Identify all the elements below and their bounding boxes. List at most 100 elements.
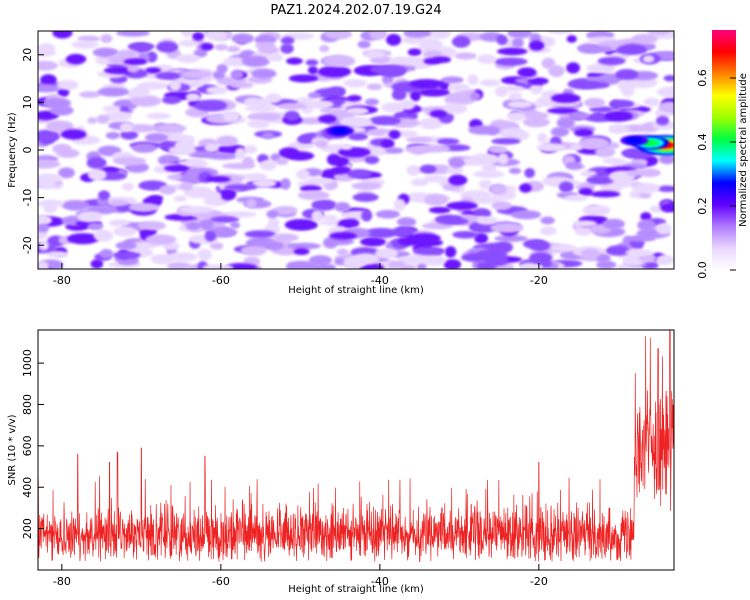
heatmap-cell	[556, 117, 575, 129]
heatmap-cell	[342, 218, 360, 228]
heatmap-cell	[656, 223, 672, 235]
heatmap-cell	[539, 226, 557, 236]
heatmap-cell	[550, 127, 570, 137]
heatmap-cell	[616, 264, 630, 269]
heatmap-cell	[199, 218, 214, 231]
heatmap-cell	[97, 190, 111, 201]
heatmap-cell	[523, 239, 546, 249]
heatmap-cell	[451, 35, 471, 48]
heatmap-cell	[388, 129, 401, 140]
heatmap-cell	[499, 128, 526, 137]
spectrogram-x-ticks: -80 -60 -40 -20	[53, 263, 548, 287]
heatmap-cell	[61, 200, 90, 211]
heatmap-cell	[262, 131, 275, 140]
heatmap-cell	[186, 222, 201, 231]
heatmap-cell	[334, 202, 351, 212]
heatmap-cell	[121, 182, 134, 191]
heatmap-cell	[296, 180, 321, 187]
snr-y-tick-label: 400	[21, 477, 34, 498]
heatmap-cell	[305, 100, 334, 109]
spectrogram-y-tick-label: 0	[21, 147, 34, 154]
heatmap-cell	[340, 117, 373, 128]
heatmap-cell	[397, 255, 427, 265]
heatmap-cell	[347, 94, 362, 102]
heatmap-cell	[639, 191, 652, 199]
heatmap-cell	[247, 119, 270, 129]
heatmap-cell	[364, 50, 386, 59]
heatmap-cell	[299, 185, 323, 192]
heatmap-cell	[222, 111, 241, 122]
heatmap-cell	[477, 54, 497, 64]
heatmap-cell	[407, 48, 422, 56]
heatmap-cell	[284, 218, 318, 231]
heatmap-cell	[132, 86, 150, 98]
heatmap-cell	[507, 31, 533, 39]
heatmap-cell	[38, 241, 49, 251]
heatmap-cell	[244, 104, 277, 112]
heatmap-cell	[470, 153, 500, 166]
heatmap-cell	[639, 168, 661, 177]
heatmap-cell	[478, 179, 493, 190]
heatmap-cell	[244, 230, 276, 239]
spectrogram-x-tick-label: -20	[530, 274, 548, 287]
heatmap-cell	[243, 144, 258, 154]
spectrogram-y-tick-label: 10	[21, 95, 34, 109]
heatmap-cell	[582, 204, 611, 216]
heatmap-cell	[331, 166, 351, 175]
heatmap-cell	[39, 133, 55, 145]
heatmap-cell	[127, 42, 155, 51]
heatmap-cell	[586, 63, 616, 74]
heatmap-cell	[113, 156, 147, 166]
heatmap-cell	[161, 95, 182, 105]
heatmap-cell	[494, 86, 508, 97]
heatmap-cell	[475, 216, 498, 225]
heatmap-cell	[49, 105, 74, 116]
heatmap-cell	[343, 79, 367, 88]
heatmap-cell	[287, 242, 322, 250]
heatmap-cell	[52, 31, 73, 39]
heatmap-cell	[528, 40, 545, 51]
heatmap-cell	[347, 168, 372, 179]
spectrogram-y-label: Frequency (Hz)	[7, 112, 18, 188]
snr-y-tick-label: 800	[21, 394, 34, 415]
heatmap-cell	[637, 219, 656, 232]
heatmap-cell	[421, 255, 446, 266]
heatmap-cell	[216, 135, 239, 147]
heatmap-cell	[97, 87, 130, 97]
heatmap-cell	[410, 178, 429, 187]
heatmap-cell	[60, 129, 87, 140]
heatmap-cell	[169, 79, 182, 92]
colorbar-gradient	[712, 30, 736, 270]
heatmap-cell	[425, 31, 451, 40]
heatmap-cell	[401, 36, 426, 45]
heatmap-cell	[185, 92, 201, 101]
heatmap-cell	[272, 206, 298, 215]
heatmap-cell	[468, 195, 500, 204]
heatmap-cell	[647, 31, 671, 36]
heatmap-cell	[429, 109, 447, 118]
heatmap-cell	[204, 231, 216, 242]
heatmap-cell	[393, 198, 406, 211]
heatmap-cell	[590, 190, 621, 198]
heatmap-cell	[46, 120, 67, 132]
heatmap-cell	[180, 172, 204, 185]
heatmap-cell	[311, 210, 324, 222]
heatmap-cell	[643, 97, 660, 107]
heatmap-cell	[656, 185, 674, 193]
heatmap-cell	[92, 47, 119, 58]
heatmap-cell	[155, 71, 181, 80]
heatmap-cell	[364, 227, 398, 239]
spectrogram-panel: -80 -60 -40 -20 20 10 0 -10 -20 Height of strai…	[7, 30, 675, 296]
heatmap-cell	[638, 253, 657, 263]
heatmap-cell	[247, 112, 282, 122]
heatmap-cell	[167, 252, 198, 262]
snr-x-ticks: -80 -60 -40 -20	[53, 564, 548, 588]
heatmap-cell	[271, 233, 299, 242]
heatmap-cell	[424, 194, 448, 206]
heatmap-feature	[331, 127, 350, 135]
heatmap-cell	[218, 226, 233, 237]
heatmap-cell	[529, 252, 553, 264]
heatmap-cell	[311, 199, 337, 211]
heatmap-cell	[259, 160, 277, 171]
snr-panel: -80 -60 -40 -20 200 400 600 800 1000 Height of …	[7, 329, 675, 595]
